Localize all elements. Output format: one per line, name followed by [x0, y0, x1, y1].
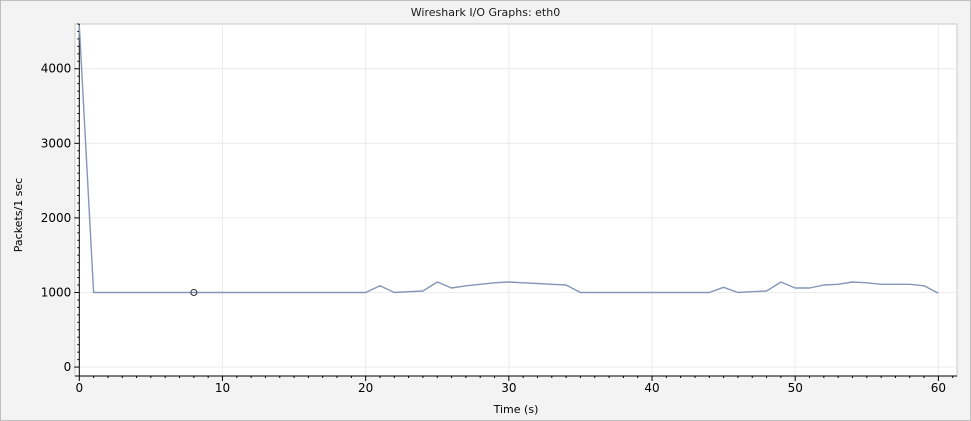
x-tick-label: 40 [644, 381, 659, 395]
y-tick-label: 0 [64, 360, 72, 374]
axis-ticks: 0 10 20 30 40 50 60 0 1000 2000 3000 4000 [41, 23, 954, 395]
series-line [78, 25, 939, 294]
plot-area[interactable] [74, 23, 958, 377]
y-tick-label: 2000 [41, 211, 72, 225]
y-tick-label: 1000 [41, 285, 72, 299]
x-tick-label: 20 [358, 381, 373, 395]
y-tick-label: 4000 [41, 62, 72, 76]
grid-lines [75, 24, 957, 376]
x-axis-label: Time (s) [493, 403, 539, 416]
x-tick-label: 50 [788, 381, 803, 395]
window-title: Wireshark I/O Graphs: eth0 [410, 6, 561, 19]
x-tick-label: 0 [75, 381, 83, 395]
x-tick-label: 10 [215, 381, 230, 395]
x-tick-label: 30 [501, 381, 516, 395]
series-marker[interactable] [190, 288, 198, 296]
x-tick-label: 60 [931, 381, 946, 395]
y-tick-label: 3000 [41, 136, 72, 150]
y-axis-label: Packets/1 sec [12, 178, 25, 252]
series-layer [78, 25, 939, 296]
